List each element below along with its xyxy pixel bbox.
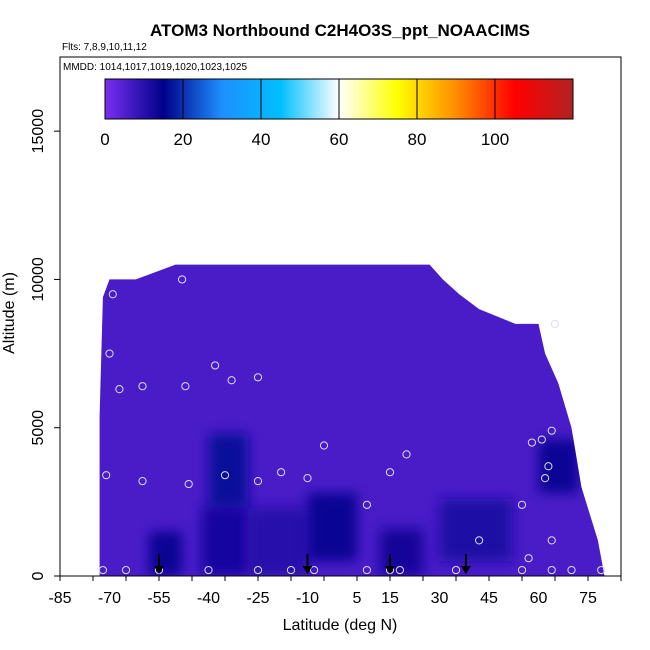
heatmap-area (99, 264, 605, 576)
observation-point (108, 290, 117, 299)
observation-point (310, 565, 319, 575)
observation-point (517, 565, 527, 575)
observation-point (102, 471, 111, 480)
observation-point (527, 438, 537, 447)
heatmap-cell (149, 531, 183, 576)
observation-point (138, 382, 147, 391)
observation-point (286, 565, 296, 575)
observation-point (211, 361, 220, 370)
arrow-head (154, 566, 164, 574)
arrow-marker (302, 554, 313, 574)
x-tick-label: -40 (197, 590, 220, 607)
heatmap-cell (439, 498, 513, 562)
colorbar-tick-label: 100 (481, 130, 509, 149)
x-axis-label: Latitude (deg N) (283, 617, 398, 634)
dates-label: MMDD: 1014,1017,1019,1020,1023,1025 (63, 62, 247, 73)
x-tick-label: -25 (246, 590, 269, 607)
arrow-head (385, 566, 395, 574)
observation-point (475, 536, 484, 545)
heatmap-cell (248, 507, 308, 576)
flights-label: Flts: 7,8,9,10,11,12 (62, 42, 147, 53)
observation-point (319, 441, 329, 450)
observation-point (98, 565, 108, 575)
colorbar-tick-label: 0 (100, 130, 109, 149)
observation-point (544, 462, 553, 471)
observation-point (517, 500, 527, 509)
arrow-head (460, 566, 471, 574)
observation-point (362, 565, 371, 575)
heatmap-cell (208, 433, 249, 508)
y-tick-label: 10000 (30, 257, 47, 302)
observation-point (537, 435, 546, 444)
observation-point (547, 426, 556, 435)
colorbar-tick-label: 20 (174, 130, 193, 149)
colorbar-tick-label: 40 (252, 130, 271, 149)
arrow-marker (385, 554, 395, 574)
colorbar-tick-label: 60 (330, 130, 349, 149)
y-tick-label: 5000 (30, 410, 47, 446)
x-tick-label: -85 (48, 590, 71, 607)
observation-point (362, 500, 371, 509)
x-tick-label: -10 (296, 590, 319, 607)
observation-point (567, 565, 576, 575)
observation-point (227, 376, 236, 385)
x-tick-label: 30 (431, 590, 449, 607)
x-tick-label: 45 (480, 590, 498, 607)
observation-point (395, 565, 404, 575)
x-axis: -85 -70 -55 -40 -25 -10 5 15 30 45 60 75 (48, 575, 622, 607)
x-tick-label: -55 (147, 590, 170, 607)
x-tick-label: -70 (98, 590, 121, 607)
observation-point (204, 565, 213, 575)
y-tick-label: 0 (30, 571, 47, 580)
observation-point (115, 385, 124, 394)
observation-point (547, 565, 556, 575)
x-tick-label: 75 (579, 590, 597, 607)
observation-point (550, 319, 560, 329)
observation-point (402, 450, 411, 459)
y-tick-label: 15000 (30, 109, 47, 154)
observation-point (547, 536, 556, 545)
colorbar: 0 20 40 60 80 100 (100, 78, 574, 149)
observation-point (220, 471, 230, 480)
heatmap-regions (149, 433, 579, 576)
x-tick-label: 60 (530, 590, 548, 607)
observation-point (105, 349, 114, 358)
observation-point (253, 476, 263, 486)
chart-title: ATOM3 Northbound C2H4O3S_ppt_NOAACIMS (150, 21, 530, 40)
arrow-marker (460, 554, 471, 574)
observation-point (121, 565, 131, 575)
y-axis-label: Altitude (m) (1, 272, 18, 354)
observation-point (451, 565, 461, 575)
y-axis: 0 5000 10000 15000 (30, 109, 61, 580)
observation-point (184, 479, 193, 489)
observation-point (303, 474, 312, 483)
observation-point (597, 565, 606, 575)
markers-layer (154, 554, 471, 574)
observation-point (253, 373, 263, 382)
observation-point (524, 554, 533, 563)
observation-point (181, 382, 190, 391)
arrow-marker (154, 554, 164, 574)
observation-point (541, 474, 550, 483)
observation-point (385, 468, 395, 477)
heatmap-cell (307, 492, 357, 562)
observations-layer (98, 275, 606, 575)
observation-point (253, 565, 263, 575)
observation-point (178, 275, 187, 284)
observation-point (138, 476, 147, 486)
arrow-head (302, 566, 313, 574)
x-tick-label: 5 (353, 590, 362, 607)
colorbar-tick-label: 80 (408, 130, 427, 149)
x-tick-label: 15 (381, 590, 399, 607)
observation-point (277, 468, 286, 477)
heatmap-cell (201, 507, 249, 576)
